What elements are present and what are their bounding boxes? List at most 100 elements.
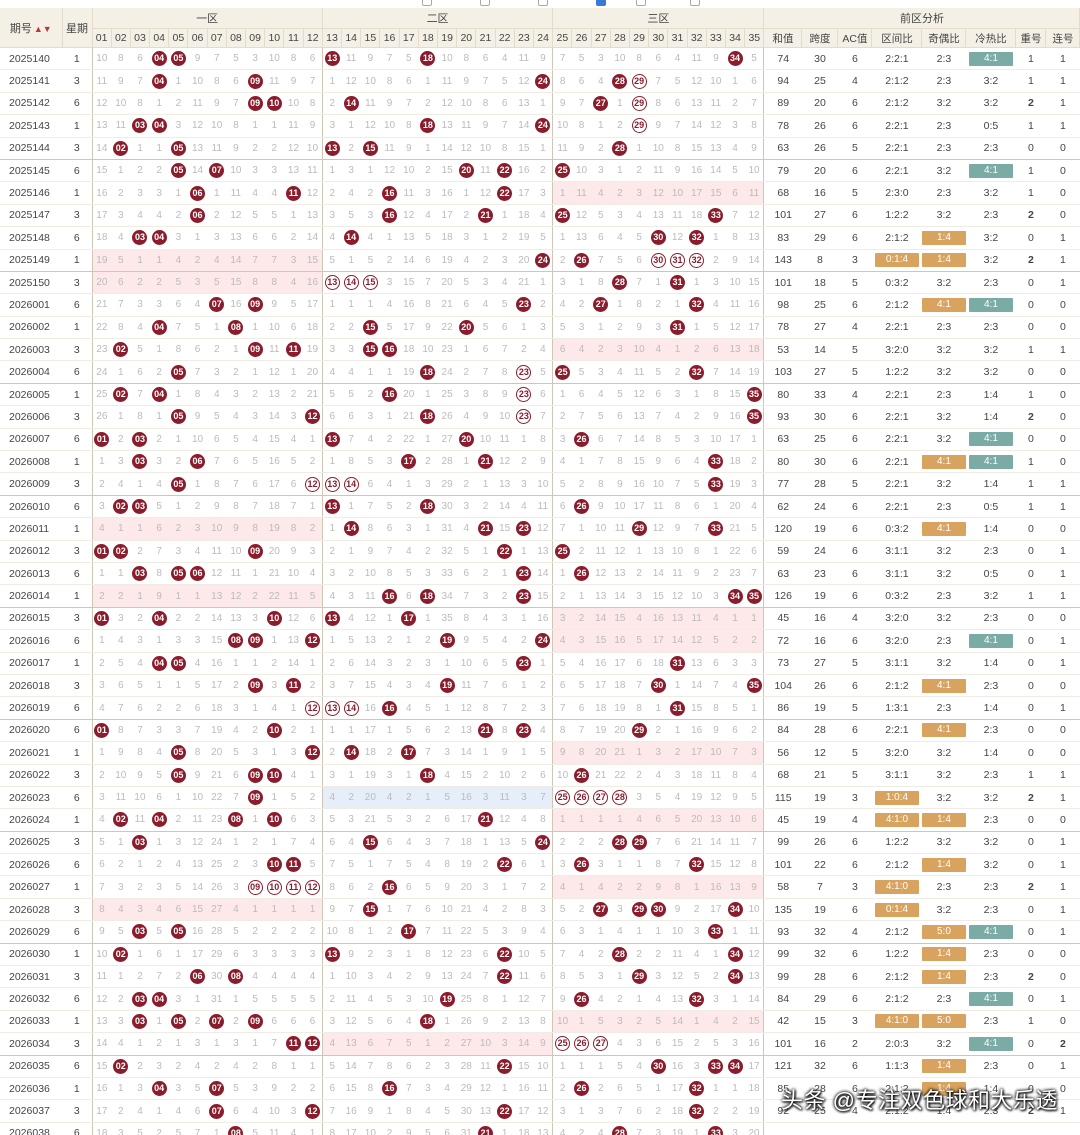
omission-cell: 13 <box>91 1010 112 1034</box>
drawn-number-cell: 29 <box>629 898 649 922</box>
table-row[interactable]: 2026005 1 25 02 7 04 1 8 4 3 2 13 2 21 5 5 2 16 20 1 25 3 8 9 23… <box>0 383 1080 407</box>
omission-cell: 3 <box>111 875 131 899</box>
stat-ac-cell: 6 <box>837 47 872 71</box>
omission-cell: 1 <box>111 1077 131 1101</box>
issue-header[interactable]: 期号 ▲▼ <box>0 8 63 48</box>
table-row[interactable]: 2026026 6 6 2 1 2 4 13 25 2 3 10 11 5 7 5 1 7 5 4 8 19 2 22 6 1 3 2… <box>0 853 1080 877</box>
table-row[interactable]: 2026029 6 9 5 03 5 05 16 28 5 2 2 2 2 10 8 1 2 17 7 11 22 5 3 9 4… <box>0 920 1080 944</box>
table-row[interactable]: 2025150 3 20 6 2 2 5 3 5 15 8 8 4 16 13 14 15 3 15 7 20 5 3 4 21… <box>0 271 1080 295</box>
table-row[interactable]: 2026020 6 01 8 7 3 3 7 19 4 2 10 2 1 1 1 17 1 5 6 2 13 21 8 23 4 8… <box>0 719 1080 743</box>
omission-cell: 12 <box>91 987 112 1011</box>
omission-cell: 3 <box>475 875 496 899</box>
stat-sum-cell: 63 <box>763 137 802 160</box>
omission-cell: 8 <box>725 226 745 250</box>
drawn-ball: 35 <box>746 387 762 403</box>
table-row[interactable]: 2026012 3 01 02 2 7 3 4 11 10 09 20 9 3 2 1 9 7 4 2 32 5 1 22 1 1… <box>0 540 1080 563</box>
table-row[interactable]: 2026027 1 7 3 2 3 5 14 26 3 09 10 11 12 8 6 2 16 6 5 9 20 3 1 7 2… <box>0 875 1080 899</box>
drawn-number-cell: 34 <box>725 1055 745 1078</box>
table-row[interactable]: 2025148 6 18 4 03 04 3 1 3 13 6 6 2 14 4 14 4 1 13 5 18 3 1 2 19… <box>0 226 1080 250</box>
table-row[interactable]: 2025143 1 13 11 03 04 3 12 10 8 1 1 11 9 3 1 12 10 8 18 13 11… <box>0 114 1080 138</box>
omission-cell: 2 <box>533 159 553 183</box>
omission-cell: 10 <box>552 1010 572 1034</box>
table-row[interactable]: 2026021 1 1 9 8 4 05 8 20 5 3 1 3 12 2 14 18 2 17 7 3 14 1 9 1 5 9… <box>0 741 1080 765</box>
omission-cell: 4 <box>226 1055 246 1078</box>
omission-cell: 2 <box>111 181 131 205</box>
sort-icon[interactable]: ▲▼ <box>33 23 52 34</box>
stat-lian-cell: 1 <box>1045 562 1080 586</box>
stat-rep-cell: 0 <box>1015 1055 1046 1078</box>
table-row[interactable]: 2025145 6 15 1 2 2 05 14 07 10 3 3 13 11 1 3 1 12 10 2 15 20 1… <box>0 159 1080 183</box>
table-row[interactable]: 2026033 1 13 3 03 1 05 2 07 2 09 6 6 6 3 12 5 6 4 18 1 26 9 2 13… <box>0 1010 1080 1034</box>
table-row[interactable]: 2026008 1 1 3 03 3 2 06 7 6 5 16 5 2 1 8 5 3 17 2 28 1 21 12 2 9 4… <box>0 450 1080 474</box>
filter-checkbox[interactable] <box>636 0 646 6</box>
drawn-number-cell: 30 <box>648 249 668 272</box>
table-row[interactable]: 2026025 3 5 1 03 1 3 12 24 1 2 1 7 4 6 4 15 6 4 3 7 18 1 13 5 24 2… <box>0 831 1080 855</box>
table-row[interactable]: 2025149 1 19 5 1 1 4 2 4 14 7 7 3 15 5 1 5 2 14 6 19 4 2 3 20 24 2… <box>0 249 1080 272</box>
omission-cell: 2 <box>610 316 630 340</box>
omission-cell: 7 <box>475 69 496 93</box>
omission-cell: 2 <box>744 450 764 474</box>
table-row[interactable]: 2026023 6 3 11 10 6 1 10 22 7 09 1 5 2 4 2 20 4 2 1 5 16 3 11 3 7… <box>0 786 1080 810</box>
omission-cell: 2 <box>149 696 169 720</box>
omission-cell: 7 <box>379 47 400 71</box>
omission-cell: 20 <box>687 808 707 832</box>
table-row[interactable]: 2026017 1 2 5 4 04 05 4 16 1 1 2 14 1 2 6 14 3 2 3 1 10 6 5 23 1 5… <box>0 652 1080 675</box>
table-row[interactable]: 2026038 6 18 3 5 2 5 7 1 08 5 11 4 1 8 17 10 2 9 5 6 31 21 1 18 1… <box>0 1122 1080 1135</box>
omission-cell: 14 <box>591 607 611 631</box>
table-row[interactable]: 2025141 3 11 9 7 04 1 10 8 6 09 11 9 7 1 12 10 8 6 1 11 9 7 5 12… <box>0 69 1080 93</box>
table-row[interactable]: 2026024 1 4 02 11 04 2 11 23 08 1 10 6 3 5 3 21 5 3 2 6 17 21 1… <box>0 808 1080 832</box>
table-row[interactable]: 2026004 6 24 1 6 2 05 7 3 2 1 12 1 20 4 4 1 1 19 18 24 2 7 8 23 5… <box>0 360 1080 384</box>
table-row[interactable]: 2026037 3 17 2 4 1 4 6 07 6 4 10 3 12 7 16 9 1 8 4 5 30 13 22 17… <box>0 1099 1080 1123</box>
omission-cell: 10 <box>629 338 649 362</box>
table-row[interactable]: 2026001 6 21 7 3 3 6 4 07 16 09 9 5 17 1 1 1 4 16 8 21 6 4 5 23 2… <box>0 293 1080 317</box>
table-row[interactable]: 2026003 3 23 02 5 1 8 6 2 1 09 11 11 19 3 3 15 16 18 10 23 1 6… <box>0 338 1080 362</box>
table-row[interactable]: 2026030 1 10 02 1 6 1 17 29 6 3 3 3 3 13 9 2 3 1 8 12 23 6 22 10… <box>0 943 1080 967</box>
filter-checkbox[interactable] <box>480 0 490 6</box>
table-row[interactable]: 2026016 6 1 4 3 1 3 3 15 08 09 1 13 12 1 5 13 2 1 2 19 9 5 4 2 24… <box>0 629 1080 653</box>
omission-cell: 4 <box>437 1077 457 1101</box>
omission-cell: 3 <box>245 47 265 71</box>
weekday-cell: 3 <box>62 674 92 698</box>
table-row[interactable]: 2026014 1 2 2 1 9 1 1 13 12 2 22 11 5 4 3 11 16 6 18 34 7 3 2 23… <box>0 584 1080 608</box>
table-row[interactable]: 2026019 6 4 7 6 2 2 6 18 3 1 4 1 12 13 14 16 16 4 5 1 12 8 7 2 3 7… <box>0 696 1080 720</box>
repeat-ball-marker: 32 <box>689 252 705 268</box>
omission-cell: 7 <box>130 383 150 407</box>
stat-sum-cell: 85 <box>763 1077 802 1101</box>
table-row[interactable]: 2025140 1 10 8 6 04 05 9 7 5 3 10 8 6 13 11 9 7 5 18 10 8 6 4 11… <box>0 47 1080 71</box>
table-row[interactable]: 2026018 3 3 6 5 1 1 5 17 2 09 3 11 2 3 7 15 4 3 4 19 11 7 6 1 2 6 5… <box>0 674 1080 698</box>
drawn-ball: 05 <box>170 51 186 67</box>
drawn-ball: 33 <box>708 1058 724 1074</box>
table-row[interactable]: 2026031 3 11 1 2 7 2 06 30 08 4 4 4 4 1 10 3 4 2 9 13 24 7 22 11… <box>0 965 1080 989</box>
table-row[interactable]: 2025147 3 17 3 4 4 2 06 2 12 5 5 1 13 3 5 3 16 12 4 17 2 21 1 18… <box>0 204 1080 228</box>
table-row[interactable]: 2025142 6 12 10 8 1 2 11 9 7 09 10 10 8 2 14 11 9 7 2 12 10 8 6… <box>0 92 1080 116</box>
table-row[interactable]: 2026007 6 01 2 03 2 1 10 6 5 4 15 4 1 13 7 4 2 22 1 27 20 10 11… <box>0 428 1080 452</box>
table-row[interactable]: 2026013 6 1 1 03 8 05 06 12 11 1 21 10 4 3 2 10 8 5 3 33 6 2 1 2… <box>0 562 1080 586</box>
table-row[interactable]: 2025146 1 16 2 3 3 1 06 1 11 4 4 11 12 2 4 2 16 11 3 16 1 12 22… <box>0 181 1080 205</box>
table-row[interactable]: 2026010 6 3 02 03 5 1 2 9 8 7 18 7 1 13 1 7 5 2 18 30 3 2 14 4 11… <box>0 495 1080 519</box>
filter-checkbox[interactable] <box>538 0 548 6</box>
omission-cell: 14 <box>706 831 726 855</box>
drawn-number-cell: 06 <box>187 562 208 586</box>
drawn-number-cell: 32 <box>687 1077 707 1101</box>
omission-cell: 3 <box>245 159 265 183</box>
filter-checkbox[interactable] <box>690 0 700 6</box>
table-row[interactable]: 2025144 3 14 02 1 1 05 13 11 9 2 2 12 10 13 2 15 11 9 1 14 12… <box>0 137 1080 160</box>
filter-checkbox-checked[interactable] <box>596 0 606 6</box>
table-row[interactable]: 2026035 6 15 02 2 3 2 4 2 4 2 8 1 1 5 14 7 8 6 2 3 28 11 22 15 10… <box>0 1055 1080 1078</box>
table-row[interactable]: 2026011 1 4 1 1 6 2 3 10 9 8 19 8 2 1 14 8 6 3 1 31 4 21 15 23 12… <box>0 517 1080 541</box>
stat-zone-cell: 0:3:2 <box>871 584 922 608</box>
table-row[interactable]: 2026036 1 16 1 3 04 3 5 07 5 3 9 2 2 6 15 8 16 7 3 4 29 12 1 16 1… <box>0 1077 1080 1101</box>
omission-cell: 11 <box>283 584 304 608</box>
table-row[interactable]: 2026022 3 2 10 9 5 05 9 21 6 09 10 4 1 3 1 19 3 1 18 4 15 2 10 2… <box>0 764 1080 787</box>
omission-cell: 4 <box>149 898 169 922</box>
table-row[interactable]: 2026006 3 26 1 8 1 05 9 5 4 3 14 3 12 6 6 3 1 21 18 26 4 9 10 23… <box>0 405 1080 429</box>
omission-cell: 1 <box>207 316 227 340</box>
table-row[interactable]: 2026032 6 12 2 03 04 3 1 31 1 5 5 5 5 2 11 4 5 3 10 19 25 8 1 12… <box>0 987 1080 1011</box>
table-row[interactable]: 2026002 1 22 8 4 04 7 5 1 08 1 10 6 18 2 2 15 5 17 9 22 20 5 6 1… <box>0 316 1080 340</box>
omission-cell: 1 <box>321 629 342 653</box>
table-row[interactable]: 2026034 3 14 4 1 2 1 3 1 3 1 7 11 12 4 13 6 7 5 1 2 27 10 3 14 9 2… <box>0 1032 1080 1056</box>
table-row[interactable]: 2026009 3 2 4 1 4 05 1 8 7 6 17 6 12 13 14 6 4 1 3 29 2 1 13 3 10… <box>0 472 1080 496</box>
table-row[interactable]: 2026028 3 8 4 3 4 6 15 27 4 1 1 1 1 9 7 15 1 7 6 10 21 4 2 8 3 5 2 2… <box>0 898 1080 922</box>
filter-checkbox[interactable] <box>422 0 432 6</box>
table-row[interactable]: 2026015 3 01 3 2 04 2 2 14 13 3 10 12 6 13 4 12 1 17 1 35 8 4 3… <box>0 607 1080 631</box>
